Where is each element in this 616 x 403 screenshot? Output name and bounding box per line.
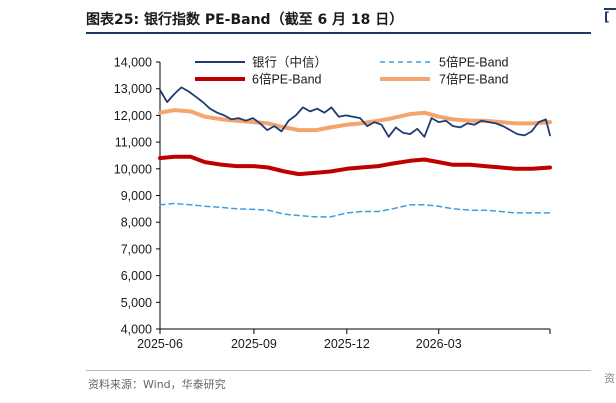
y-tick-label: 13,000 [114, 82, 152, 96]
series-line-2 [159, 202, 551, 218]
series-line-3 [158, 154, 552, 177]
legend-label-4: 7倍PE-Band [439, 72, 509, 87]
title-bar: 图表25: 银行指数 PE-Band（截至 6 月 18 日） [86, 6, 591, 34]
adjacent-figure-edge: [ [604, 8, 616, 30]
legend-label-2: 5倍PE-Band [439, 55, 509, 70]
bank-index-pe-band-chart: 4,000 5,000 6,000 7,000 8,000 9,000 10,000 11,0… [114, 55, 552, 351]
x-tick-label: 2025-06 [137, 337, 183, 351]
y-tick-label: 12,000 [114, 109, 152, 123]
x-tick-label: 2025-09 [231, 337, 277, 351]
y-tick-label: 5,000 [121, 296, 152, 310]
y-tick-label: 11,000 [115, 136, 152, 150]
x-tick-label: 2025-12 [324, 337, 370, 351]
y-tick-label: 10,000 [114, 162, 152, 176]
source-note: 资料来源：Wind，华泰研究 [88, 378, 226, 391]
adjacent-source-edge: 资 [604, 372, 615, 385]
x-tick-label: 2026-03 [416, 337, 462, 351]
y-tick-label: 6,000 [121, 269, 152, 283]
y-tick-label: 4,000 [121, 323, 152, 337]
y-tick-label: 14,000 [114, 56, 152, 70]
footer-divider [86, 370, 591, 371]
series-line-1 [159, 86, 551, 138]
y-tick-label: 9,000 [121, 189, 152, 203]
legend-label-3: 6倍PE-Band [252, 72, 322, 87]
y-tick-label: 7,000 [121, 242, 152, 256]
chart-title: 图表25: 银行指数 PE-Band（截至 6 月 18 日） [86, 12, 404, 28]
legend-label-1: 银行（中信） [252, 55, 327, 70]
y-tick-label: 8,000 [121, 216, 152, 230]
